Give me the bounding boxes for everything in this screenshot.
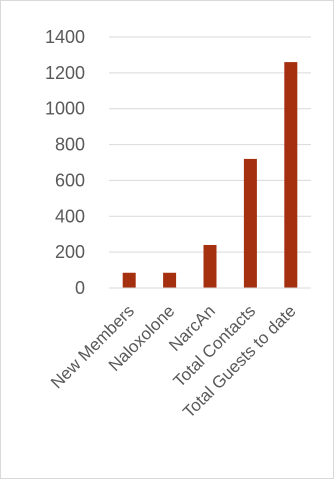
y-tick-label-600: 600 (55, 170, 85, 190)
y-tick-label-800: 800 (55, 135, 85, 155)
bar-total-contacts (243, 158, 257, 288)
bar-narcan (203, 244, 217, 288)
bars (122, 62, 298, 288)
y-axis-tick-labels: 0 200 400 600 800 1000 1200 1400 (45, 27, 85, 298)
y-tick-label-1200: 1200 (45, 63, 85, 83)
y-tick-label-1000: 1000 (45, 99, 85, 119)
gridlines (109, 36, 311, 253)
y-tick-label-0: 0 (75, 278, 85, 298)
bar-naloxolone (163, 272, 177, 288)
bar-total-guests-to-date (284, 62, 298, 288)
y-tick-label-400: 400 (55, 206, 85, 226)
y-tick-label-200: 200 (55, 242, 85, 262)
y-tick-label-1400: 1400 (45, 27, 85, 47)
bar-new-members (122, 272, 136, 288)
